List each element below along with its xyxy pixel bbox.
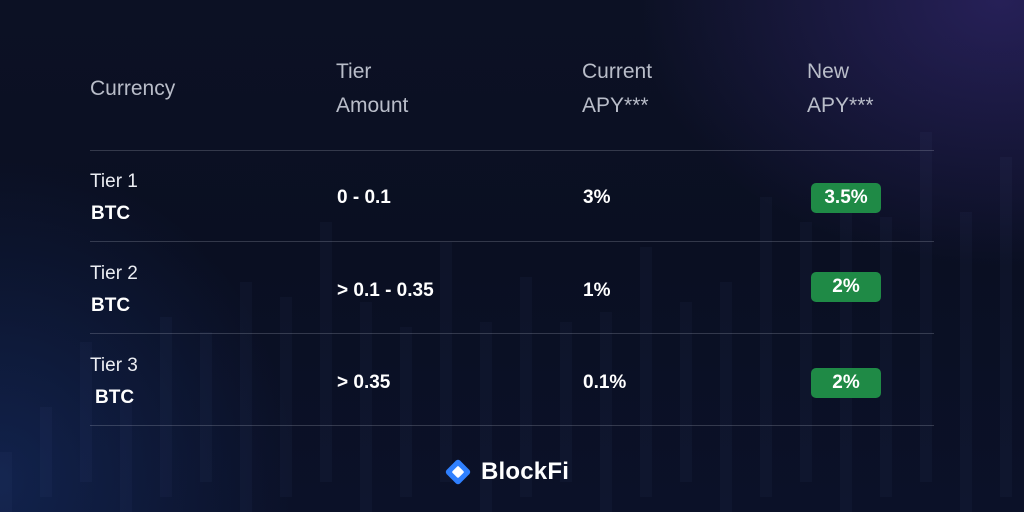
header-currency-label: Currency xyxy=(90,77,176,100)
header-new-apy-line1: New xyxy=(807,60,850,83)
row2-currency: BTC xyxy=(91,295,131,316)
row3-tier: Tier 3 xyxy=(90,355,138,376)
row3-amount: > 0.35 xyxy=(337,372,391,393)
row1-currency: BTC xyxy=(91,203,131,224)
header-tier-amount: Tier Amount xyxy=(336,55,408,123)
row2-tier: Tier 2 xyxy=(90,263,138,284)
row3-divider xyxy=(90,425,934,426)
row2-divider xyxy=(90,333,934,334)
row2-amount: > 0.1 - 0.35 xyxy=(337,280,434,301)
header-new-apy-line2: APY*** xyxy=(807,94,874,117)
header-current-apy-line2: APY*** xyxy=(582,94,649,117)
row1-tier: Tier 1 xyxy=(90,171,138,192)
brand-logo: BlockFi xyxy=(443,455,569,489)
row3-currency: BTC xyxy=(95,387,135,408)
row1-amount: 0 - 0.1 xyxy=(337,187,391,208)
header-current-apy-line1: Current xyxy=(582,60,653,83)
header-tier-amount-line1: Tier xyxy=(336,60,372,83)
row1-current-apy: 3% xyxy=(583,187,611,208)
row1-new-apy-badge: 3.5% xyxy=(811,183,881,213)
row3-new-apy-badge: 2% xyxy=(811,368,881,398)
row2-new-apy-badge: 2% xyxy=(811,272,881,302)
header-tier-amount-line2: Amount xyxy=(336,94,409,117)
header-new-apy: New APY*** xyxy=(807,55,874,123)
header-currency: Currency xyxy=(90,72,175,106)
row1-divider xyxy=(90,241,934,242)
row3-current-apy: 0.1% xyxy=(583,372,627,393)
blockfi-logo-icon xyxy=(445,459,471,485)
header-current-apy: Current APY*** xyxy=(582,55,652,123)
row2-current-apy: 1% xyxy=(583,280,611,301)
header-divider xyxy=(90,150,934,151)
brand-name: BlockFi xyxy=(481,458,570,485)
